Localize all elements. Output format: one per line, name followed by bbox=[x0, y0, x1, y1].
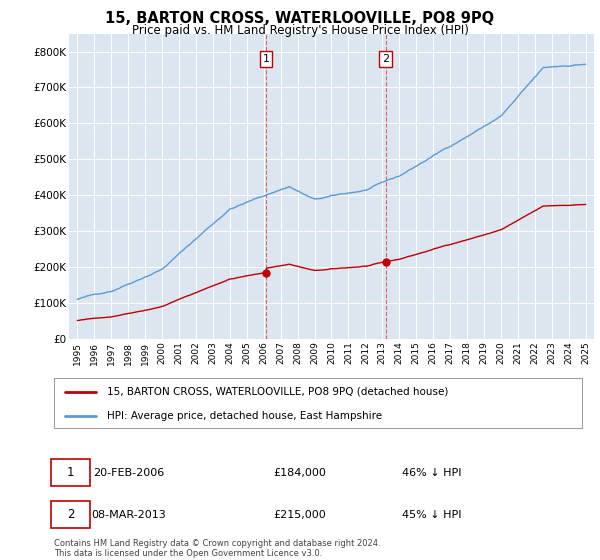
Text: This data is licensed under the Open Government Licence v3.0.: This data is licensed under the Open Gov… bbox=[54, 549, 322, 558]
Text: £215,000: £215,000 bbox=[274, 510, 326, 520]
Text: £184,000: £184,000 bbox=[274, 468, 326, 478]
Text: HPI: Average price, detached house, East Hampshire: HPI: Average price, detached house, East… bbox=[107, 411, 382, 421]
Text: 15, BARTON CROSS, WATERLOOVILLE, PO8 9PQ: 15, BARTON CROSS, WATERLOOVILLE, PO8 9PQ bbox=[106, 11, 494, 26]
Text: 15, BARTON CROSS, WATERLOOVILLE, PO8 9PQ (detached house): 15, BARTON CROSS, WATERLOOVILLE, PO8 9PQ… bbox=[107, 386, 448, 396]
Text: 1: 1 bbox=[67, 466, 74, 479]
Text: 45% ↓ HPI: 45% ↓ HPI bbox=[402, 510, 462, 520]
Text: 1: 1 bbox=[262, 54, 269, 64]
Text: 20-FEB-2006: 20-FEB-2006 bbox=[94, 468, 164, 478]
Text: 2: 2 bbox=[67, 508, 74, 521]
Text: 46% ↓ HPI: 46% ↓ HPI bbox=[402, 468, 462, 478]
Text: Contains HM Land Registry data © Crown copyright and database right 2024.: Contains HM Land Registry data © Crown c… bbox=[54, 539, 380, 548]
Text: 2: 2 bbox=[382, 54, 389, 64]
Text: 08-MAR-2013: 08-MAR-2013 bbox=[92, 510, 166, 520]
Text: Price paid vs. HM Land Registry's House Price Index (HPI): Price paid vs. HM Land Registry's House … bbox=[131, 24, 469, 37]
